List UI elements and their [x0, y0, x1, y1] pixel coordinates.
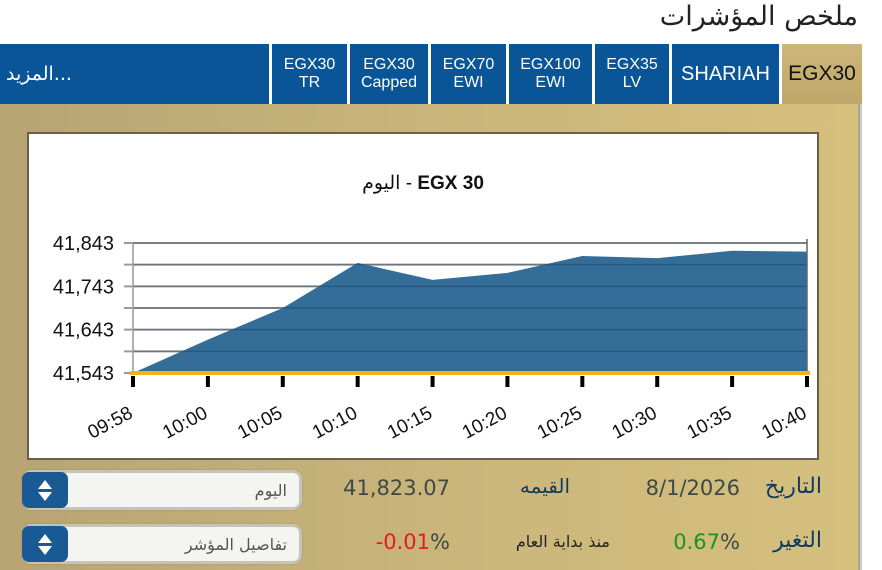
daily-change-percent: %: [720, 530, 740, 554]
ytd-change-number: -0.01: [375, 530, 431, 554]
tab-egx30-tr[interactable]: EGX30 TR: [272, 44, 350, 104]
arrow-up-icon: [38, 479, 52, 489]
x-tick-label: 10:20: [459, 403, 511, 444]
info-row-change: تفاصيل المؤشر -0.01% منذ بداية العام 0.6…: [0, 524, 860, 564]
index-value: 41,823.07: [343, 476, 450, 500]
tab-egx70-ewi[interactable]: EGX70 EWI: [431, 44, 509, 104]
daily-change: 0.67%: [673, 530, 740, 554]
tab-label-line1: EGX70: [442, 56, 495, 73]
tab-egx30-capped[interactable]: EGX30 Capped: [350, 44, 431, 104]
x-tick-label: 10:40: [758, 403, 810, 444]
ytd-change-percent: %: [430, 530, 450, 554]
change-label: التغير: [773, 528, 822, 553]
area-series: [133, 250, 807, 373]
spinner-icon[interactable]: [22, 472, 68, 508]
x-tick-label: 10:05: [234, 403, 286, 444]
tab-more[interactable]: المزيد...: [0, 44, 272, 104]
page-title: ملخص المؤشرات: [659, 1, 858, 32]
y-tick-label: 41,643: [53, 320, 114, 342]
tab-egx100-ewi[interactable]: EGX100 EWI: [509, 44, 595, 104]
details-selector-value: تفاصيل المؤشر: [184, 534, 287, 554]
tab-label-line1: EGX30: [363, 56, 415, 73]
x-tick-label: 10:00: [159, 403, 211, 444]
chart-title-index: EGX 30: [417, 173, 484, 194]
value-label: القيمه: [519, 474, 570, 498]
daily-change-number: 0.67: [673, 530, 721, 554]
tab-label-line1: EGX100: [520, 56, 581, 73]
tab-label-line2: Capped: [360, 74, 418, 91]
tab-label-line2: TR: [298, 74, 321, 91]
ytd-label: منذ بداية العام: [515, 532, 610, 551]
y-tick-label: 41,743: [53, 276, 114, 298]
x-tick-label: 10:35: [684, 403, 736, 444]
tab-label-line2: EWI: [535, 74, 566, 91]
tab-shariah[interactable]: SHARIAH: [672, 44, 782, 104]
arrow-down-icon: [38, 491, 52, 501]
details-selector[interactable]: تفاصيل المؤشر: [22, 524, 302, 564]
x-tick-label: 10:10: [309, 403, 361, 444]
chart-title: اليوم - EGX 30: [29, 172, 817, 195]
arrow-down-icon: [38, 545, 52, 555]
index-tab-bar: المزيد... EGX30 TR EGX30 Capped EGX70 EW…: [0, 44, 862, 104]
index-summary-panel: اليوم - EGX 30 41,543 41,643 41,743 41,843 0…: [0, 104, 862, 570]
tab-egx35-lv[interactable]: EGX35 LV: [595, 44, 672, 104]
x-tick-label: 10:15: [384, 403, 436, 444]
tab-label-line2: LV: [622, 74, 642, 91]
spinner-icon[interactable]: [22, 526, 68, 562]
x-tick-label: 10:30: [609, 403, 661, 444]
period-selector-value: اليوم: [254, 480, 287, 500]
x-tick-label: 10:25: [534, 403, 586, 444]
y-tick-label: 41,843: [53, 233, 114, 255]
chart-container: اليوم - EGX 30 41,543 41,643 41,743 41,843 0…: [27, 132, 819, 460]
tab-egx30[interactable]: EGX30: [782, 44, 862, 104]
tab-label-line1: EGX30: [283, 56, 336, 73]
arrow-up-icon: [38, 533, 52, 543]
tab-label-line1: EGX35: [606, 56, 658, 73]
period-selector[interactable]: اليوم: [22, 470, 302, 510]
chart-title-period: اليوم: [362, 173, 401, 194]
y-tick-label: 41,543: [53, 363, 114, 385]
tab-label-line2: EWI: [453, 74, 484, 91]
chart-title-sep: -: [400, 173, 418, 194]
x-tick-label: 09:58: [84, 403, 136, 444]
info-row-value: اليوم 41,823.07 القيمه 8/1/2026 التاريخ: [0, 470, 860, 510]
ytd-change: -0.01%: [376, 530, 450, 554]
date-value: 8/1/2026: [645, 476, 740, 500]
date-label: التاريخ: [764, 474, 822, 499]
